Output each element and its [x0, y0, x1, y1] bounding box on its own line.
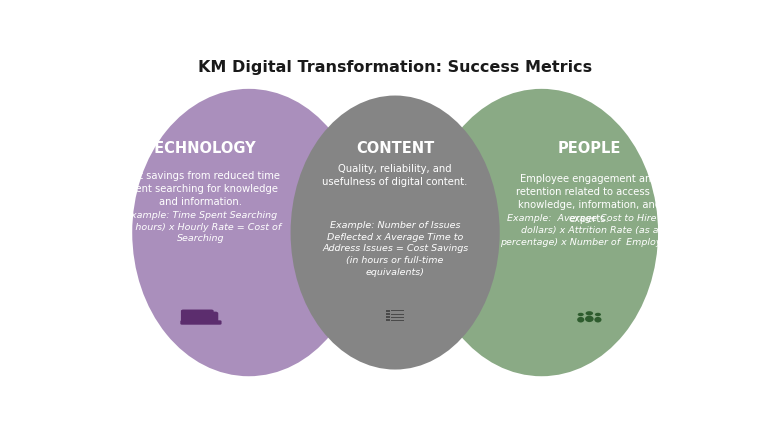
Text: Example:  Average Cost to Hire (in
dollars) x Attrition Rate (as a
percentage) x: Example: Average Cost to Hire (in dollar…: [500, 214, 678, 247]
Bar: [386, 310, 390, 312]
FancyBboxPatch shape: [185, 313, 210, 321]
Bar: [386, 313, 390, 315]
Ellipse shape: [577, 317, 584, 322]
Text: Employee engagement and
retention related to access to
knowledge, information, a: Employee engagement and retention relate…: [516, 174, 663, 224]
Text: Example: Number of Issues
Deflected x Average Time to
Address Issues = Cost Savi: Example: Number of Issues Deflected x Av…: [322, 221, 468, 277]
FancyBboxPatch shape: [180, 320, 221, 325]
Ellipse shape: [425, 89, 658, 376]
Ellipse shape: [585, 316, 594, 322]
FancyBboxPatch shape: [204, 312, 218, 323]
FancyBboxPatch shape: [181, 309, 214, 322]
Ellipse shape: [133, 89, 365, 376]
FancyBboxPatch shape: [207, 315, 215, 322]
Ellipse shape: [291, 95, 500, 369]
Bar: [386, 319, 390, 322]
Bar: [391, 310, 404, 312]
Text: TECHNOLOGY: TECHNOLOGY: [145, 141, 257, 156]
Text: PEOPLE: PEOPLE: [557, 141, 621, 156]
Bar: [391, 317, 404, 318]
Circle shape: [585, 311, 593, 316]
Bar: [391, 320, 404, 321]
Text: Example: Time Spent Searching
(in hours) x Hourly Rate = Cost of
Searching: Example: Time Spent Searching (in hours)…: [120, 211, 281, 243]
Text: Quality, reliability, and
usefulness of digital content.: Quality, reliability, and usefulness of …: [322, 164, 468, 187]
Ellipse shape: [594, 317, 601, 322]
Text: CONTENT: CONTENT: [356, 141, 434, 156]
Text: Cost savings from reduced time
spent searching for knowledge
and information.: Cost savings from reduced time spent sea…: [122, 171, 281, 207]
Circle shape: [595, 313, 601, 316]
Text: KM Digital Transformation: Success Metrics: KM Digital Transformation: Success Metri…: [198, 59, 592, 75]
Bar: [391, 314, 404, 315]
Bar: [386, 316, 390, 318]
Circle shape: [577, 313, 584, 316]
